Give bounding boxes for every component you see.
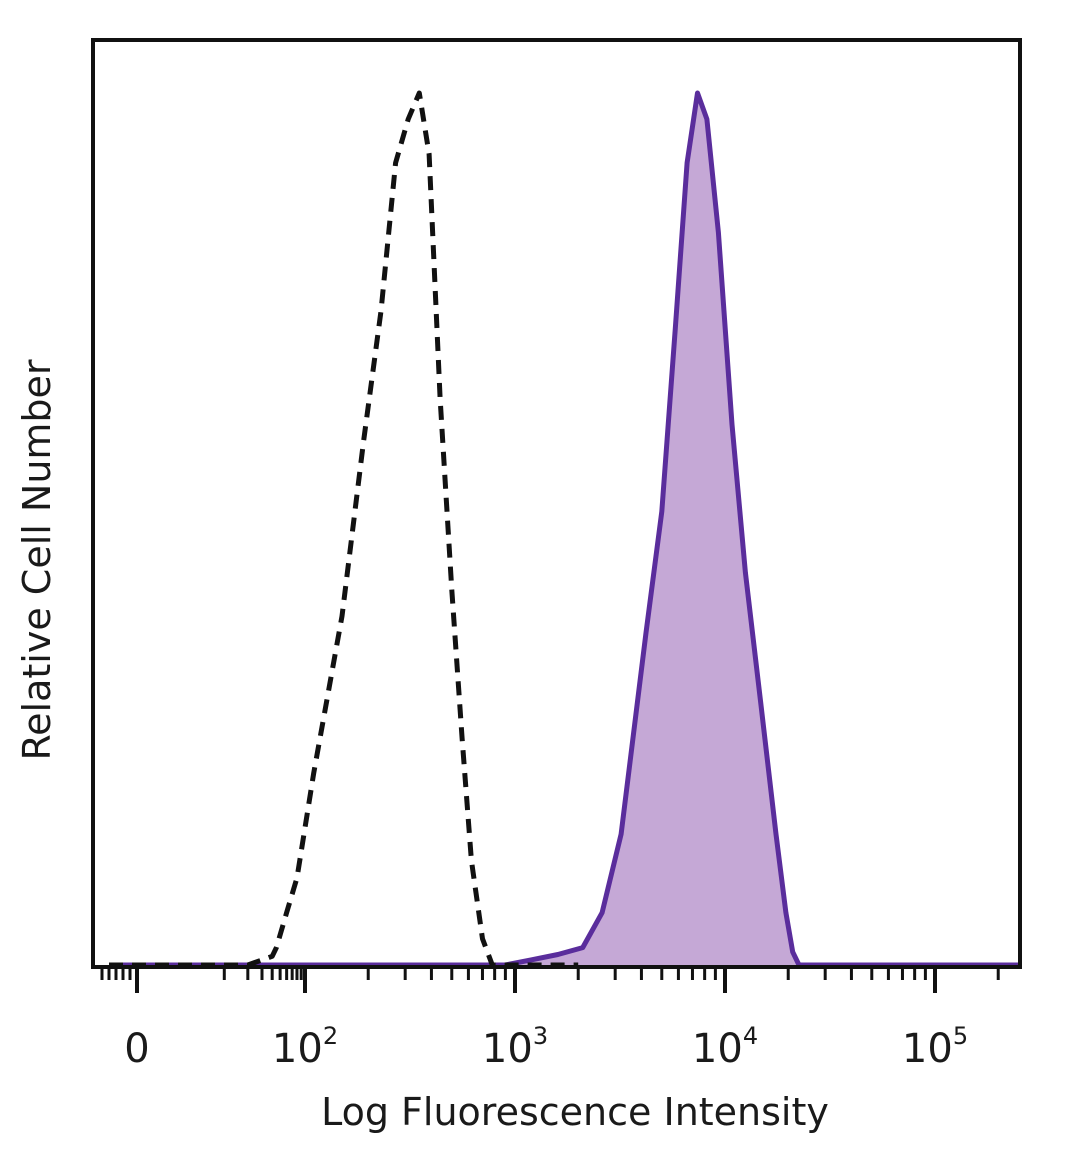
plot-area [109,90,1019,967]
x-tick-label: 104 [692,1022,758,1072]
x-tick-label: 0 [124,1026,149,1072]
plot-frame [91,38,1022,969]
x-axis-ticks [100,967,1000,993]
x-tick-label: 105 [902,1022,968,1072]
x-tick-label: 102 [272,1022,338,1072]
x-axis-tick-labels: 0 102 103 104 105 [124,1022,968,1072]
x-tick-label: 103 [482,1022,548,1072]
histogram-line-0 [109,90,579,967]
x-axis-title: Log Fluorescence Intensity [321,1090,829,1134]
y-axis-title: Relative Cell Number [15,359,59,760]
histogram-line-1 [109,90,1019,967]
